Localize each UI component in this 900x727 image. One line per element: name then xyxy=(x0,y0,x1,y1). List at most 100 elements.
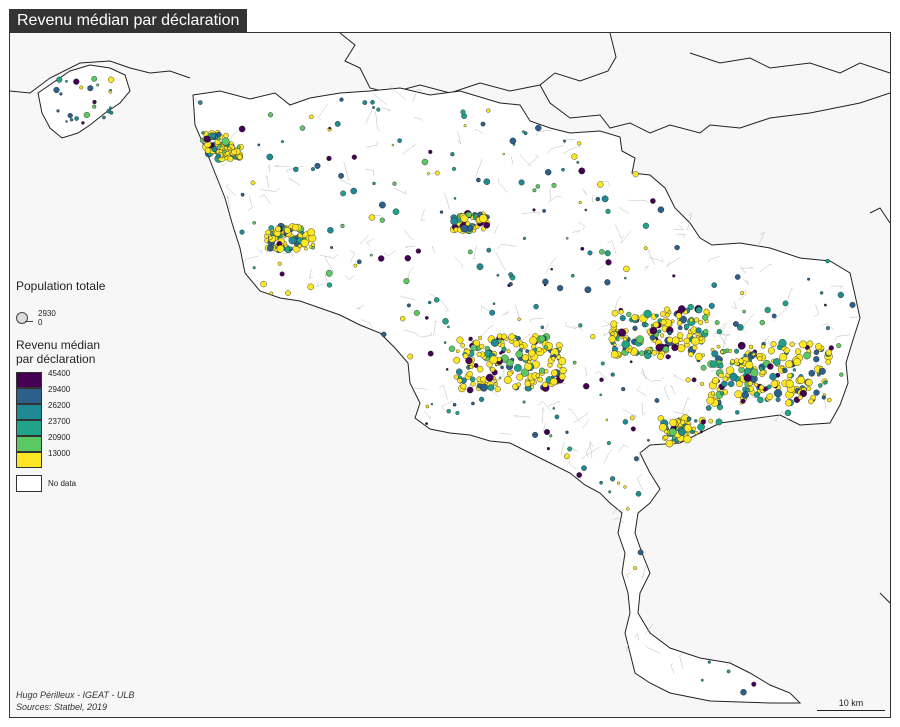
commune-symbol xyxy=(785,360,793,369)
commune-symbol xyxy=(280,140,284,144)
commune-symbol xyxy=(551,356,556,361)
commune-symbol xyxy=(646,349,651,354)
commune-symbol xyxy=(726,669,731,674)
commune-symbol xyxy=(102,115,106,120)
commune-symbol xyxy=(503,376,512,384)
commune-symbol xyxy=(543,283,547,287)
commune-symbol xyxy=(808,398,814,405)
commune-symbol xyxy=(516,373,524,381)
commune-symbol xyxy=(540,325,545,330)
commune-symbol xyxy=(455,349,460,354)
commune-symbol xyxy=(700,381,705,386)
commune-symbol xyxy=(204,147,211,154)
commune-symbol xyxy=(630,426,636,432)
commune-symbol xyxy=(577,141,582,146)
commune-symbol xyxy=(460,383,467,390)
commune-symbol xyxy=(610,350,619,359)
commune-symbol xyxy=(445,368,449,371)
commune-symbol xyxy=(665,439,674,448)
commune-symbol xyxy=(279,271,285,277)
commune-symbol xyxy=(717,362,724,369)
commune-symbol xyxy=(824,303,827,307)
commune-symbol xyxy=(578,167,586,175)
commune-symbol xyxy=(743,353,747,357)
commune-symbol xyxy=(542,381,549,388)
commune-symbol xyxy=(599,480,603,485)
commune-symbol xyxy=(825,326,830,331)
commune-symbol xyxy=(563,139,566,143)
commune-symbol xyxy=(494,382,498,387)
commune-symbol xyxy=(651,349,658,356)
commune-symbol xyxy=(288,246,293,251)
commune-symbol xyxy=(827,397,832,403)
commune-symbol xyxy=(109,110,114,115)
legend-color-ramp: 45400 29400 26200 23700 20900 13000 xyxy=(16,369,156,472)
commune-symbol xyxy=(572,360,577,365)
commune-symbol xyxy=(758,384,765,391)
commune-symbol xyxy=(293,166,299,173)
commune-symbol xyxy=(761,344,766,349)
commune-symbol xyxy=(734,390,743,399)
commune-symbol xyxy=(677,344,686,353)
commune-symbol xyxy=(546,447,550,451)
commune-symbol xyxy=(216,153,222,159)
commune-symbol xyxy=(391,143,395,147)
commune-symbol xyxy=(275,225,282,233)
commune-symbol xyxy=(501,333,507,340)
commune-symbol xyxy=(476,177,481,183)
commune-symbol xyxy=(806,348,811,354)
commune-symbol xyxy=(678,428,686,436)
commune-symbol xyxy=(659,333,665,338)
commune-symbol xyxy=(658,423,667,432)
commune-symbol xyxy=(107,76,115,83)
commune-symbol xyxy=(550,377,558,386)
commune-symbol xyxy=(629,360,633,364)
commune-symbol xyxy=(508,272,514,278)
commune-symbol xyxy=(539,367,546,374)
commune-symbol xyxy=(797,376,805,384)
commune-symbol xyxy=(789,341,795,347)
commune-symbol xyxy=(793,358,802,366)
legend-population-min: 0 xyxy=(38,318,43,327)
commune-symbol xyxy=(551,369,558,377)
commune-symbol xyxy=(300,238,309,248)
commune-symbol xyxy=(750,368,759,377)
commune-symbol xyxy=(578,323,583,328)
legend-class-label: 13000 xyxy=(48,449,71,458)
commune-symbol xyxy=(392,181,397,186)
commune-symbol xyxy=(689,318,694,323)
commune-symbol xyxy=(782,300,789,307)
commune-symbol xyxy=(571,273,575,278)
commune-symbol xyxy=(334,121,341,127)
commune-symbol xyxy=(678,325,683,331)
commune-symbol xyxy=(231,149,238,156)
commune-symbol xyxy=(372,181,376,186)
commune-symbol xyxy=(518,179,525,186)
commune-symbol xyxy=(455,411,460,416)
commune-symbol xyxy=(476,366,484,373)
commune-symbol xyxy=(643,309,652,319)
commune-symbol xyxy=(683,337,690,344)
commune-symbol xyxy=(685,377,691,383)
commune-symbol xyxy=(688,351,694,358)
commune-symbol xyxy=(825,349,833,356)
commune-symbol xyxy=(74,116,79,121)
commune-symbol xyxy=(674,245,680,251)
commune-symbol xyxy=(714,320,720,325)
commune-symbol xyxy=(73,78,80,85)
commune-symbol xyxy=(637,549,644,556)
commune-symbol xyxy=(729,372,738,381)
commune-symbol xyxy=(676,320,683,326)
legend-class-label: 20900 xyxy=(48,433,71,442)
commune-symbol xyxy=(664,429,669,434)
commune-symbol xyxy=(351,154,357,160)
legend-class-label: 23700 xyxy=(48,417,71,426)
commune-symbol xyxy=(642,222,650,229)
commune-symbol xyxy=(710,391,715,396)
commune-symbol xyxy=(523,131,528,136)
commune-symbol xyxy=(236,154,243,160)
commune-symbol xyxy=(695,352,703,361)
commune-symbol xyxy=(604,279,611,286)
commune-symbol xyxy=(65,120,68,123)
map-frame xyxy=(9,32,891,718)
